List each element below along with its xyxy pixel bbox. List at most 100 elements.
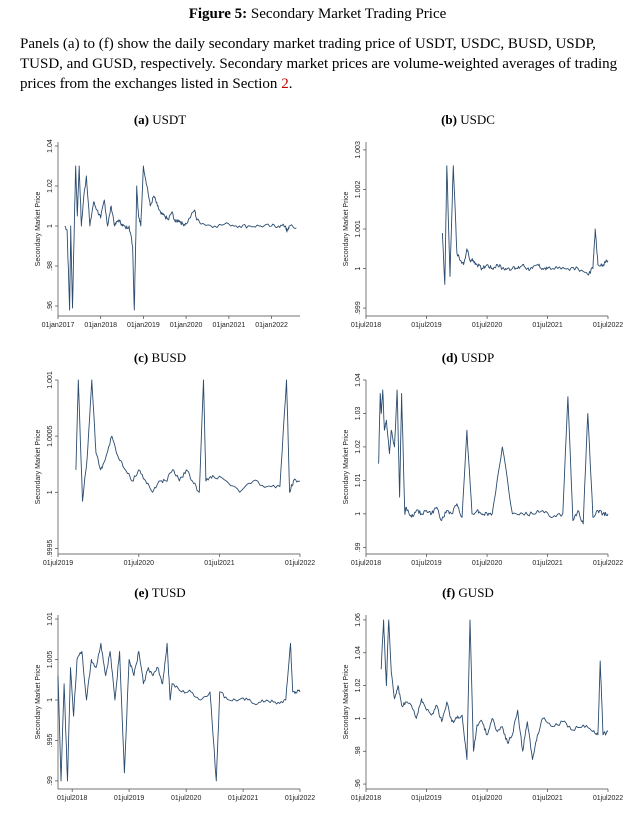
x-tick-label: 01jul2020 <box>171 795 201 802</box>
panel-label: (a) <box>133 112 149 127</box>
x-tick-label: 01jul2019 <box>411 795 441 802</box>
y-tick-label: 1 <box>355 512 362 516</box>
y-tick-label: 1.04 <box>355 373 362 387</box>
panel-label: (d) <box>441 350 458 365</box>
panel-busd: (c) BUSD .9995 1 1.0005 1.001 01jul2019 01jul… <box>10 350 315 582</box>
series-line <box>378 389 609 525</box>
chart-usdp: .99 1 1.01 1.02 1.03 1.04 01jul2018 01jul2019 01… <box>343 373 623 567</box>
x-tick-label: 01jul2019 <box>411 322 441 329</box>
x-tick-label: 01jul2019 <box>43 560 73 567</box>
y-tick-label: .96 <box>47 301 54 311</box>
y-tick-label: 1 <box>355 266 362 270</box>
y-tick-label: 1 <box>47 224 54 228</box>
y-axis-label: Secondary Market Price <box>343 665 350 740</box>
panel-name: USDT <box>152 112 187 127</box>
x-tick-label: 01jul2022 <box>285 795 315 802</box>
y-tick-label: .9995 <box>47 540 54 558</box>
y-tick-label: 1.0005 <box>47 425 54 447</box>
figure-caption: Panels (a) to (f) show the daily seconda… <box>20 34 620 94</box>
x-tick-label: 01jul2020 <box>472 560 502 567</box>
x-tick-label: 01jul2021 <box>532 560 562 567</box>
x-tick-label: 01jan2017 <box>42 322 75 329</box>
x-tick-label: 01jul2018 <box>351 795 381 802</box>
series-line <box>75 379 301 502</box>
chart-gusd: .96 .98 1 1.02 1.04 1.06 01jul2018 01jul2019 01j… <box>343 613 623 802</box>
series-line <box>441 165 609 285</box>
y-axis-label: Secondary Market Price <box>343 192 350 267</box>
y-axis-label: Secondary Market Price <box>35 665 42 740</box>
chart-usdc: .999 1 1.001 1.002 1.003 01jul2018 01jul2019 01… <box>343 141 623 329</box>
y-tick-label: 1.06 <box>355 613 362 627</box>
y-tick-label: 1.01 <box>47 612 54 626</box>
panel-usdc: (b) USDC .999 1 1.001 1.002 1.003 01jul2018 01… <box>318 112 623 344</box>
y-tick-label: .995 <box>47 734 54 748</box>
x-tick-label: 01jan2022 <box>255 322 288 329</box>
panel-label: (e) <box>134 585 149 600</box>
x-tick-label: 01jan2021 <box>213 322 246 329</box>
y-tick-label: .98 <box>355 746 362 756</box>
caption-end: . <box>288 76 293 92</box>
panel-title: (e) TUSD <box>10 585 310 601</box>
x-tick-label: 01jul2021 <box>204 560 234 567</box>
y-tick-label: .98 <box>47 261 54 271</box>
series-line <box>64 165 297 311</box>
chart-usdt: .96 .98 1 1.02 1.04 01jan2017 01jan2018 01jan20… <box>35 139 300 329</box>
y-tick-label: 1.003 <box>355 141 362 159</box>
panel-name: TUSD <box>151 585 186 600</box>
caption-text: Panels (a) to (f) show the daily seconda… <box>20 36 618 92</box>
panel-title: (f) GUSD <box>318 585 618 601</box>
panel-name: BUSD <box>151 350 187 365</box>
y-tick-label: 1.002 <box>355 181 362 199</box>
x-tick-label: 01jul2019 <box>411 560 441 567</box>
chart-tusd: .99 .995 1 1.005 1.01 01jul2018 01jul2019 01jul… <box>35 612 315 802</box>
x-tick-label: 01jul2020 <box>472 795 502 802</box>
y-tick-label: 1.005 <box>47 651 54 669</box>
figure-title-text: Secondary Market Trading Price <box>250 6 447 22</box>
chart-busd: .9995 1 1.0005 1.001 01jul2019 01jul2020 01jul… <box>35 371 315 567</box>
panel-name: USDP <box>460 350 495 365</box>
y-tick-label: 1.001 <box>47 371 54 389</box>
section-reference-link[interactable]: 2 <box>281 76 289 92</box>
y-tick-label: 1.02 <box>355 679 362 693</box>
x-tick-label: 01jul2020 <box>472 322 502 329</box>
x-tick-label: 01jul2021 <box>532 322 562 329</box>
x-tick-label: 01jul2022 <box>593 795 623 802</box>
panel-title: (d) USDP <box>318 350 618 366</box>
x-tick-label: 01jul2022 <box>285 560 315 567</box>
x-tick-label: 01jul2022 <box>593 560 623 567</box>
y-tick-label: .99 <box>355 542 362 552</box>
y-tick-label: 1.04 <box>47 139 54 153</box>
panel-title: (a) USDT <box>10 112 310 128</box>
panel-name: USDC <box>460 112 495 127</box>
y-tick-label: 1.03 <box>355 407 362 421</box>
x-tick-label: 01jul2021 <box>228 795 258 802</box>
figure-title: Figure 5: Secondary Market Trading Price <box>0 6 635 23</box>
y-tick-label: 1.02 <box>355 440 362 454</box>
x-tick-label: 01jul2021 <box>532 795 562 802</box>
series-line <box>57 642 301 782</box>
panel-gusd: (f) GUSD .96 .98 1 1.02 1.04 1.06 01jul2018 01j… <box>318 585 623 817</box>
y-tick-label: 1.001 <box>355 220 362 238</box>
y-tick-label: 1 <box>355 716 362 720</box>
x-tick-label: 01jul2019 <box>114 795 144 802</box>
x-tick-label: 01jul2018 <box>351 322 381 329</box>
x-tick-label: 01jan2019 <box>127 322 160 329</box>
x-tick-label: 01jan2018 <box>84 322 117 329</box>
panel-usdp: (d) USDP .99 1 1.01 1.02 1.03 1.04 01jul2018 01… <box>318 350 623 582</box>
panel-label: (b) <box>441 112 457 127</box>
y-axis-label: Secondary Market Price <box>35 192 42 267</box>
panel-label: (c) <box>133 350 149 365</box>
y-tick-label: 1.02 <box>47 179 54 193</box>
x-tick-label: 01jul2018 <box>351 560 381 567</box>
y-axis-label: Secondary Market Price <box>35 430 42 505</box>
panel-usdt: (a) USDT .96 .98 1 1.02 1.04 01jan2017 01jan20… <box>10 112 310 344</box>
y-tick-label: 1.04 <box>355 646 362 660</box>
figure-label: Figure 5: <box>188 6 248 22</box>
y-tick-label: .999 <box>355 301 362 315</box>
y-tick-label: .96 <box>355 779 362 789</box>
series-line <box>380 619 609 760</box>
panel-tusd: (e) TUSD .99 .995 1 1.005 1.01 01jul2018 01jul… <box>10 585 315 817</box>
x-tick-label: 01jul2020 <box>124 560 154 567</box>
panel-label: (f) <box>442 585 456 600</box>
x-tick-label: 01jul2022 <box>593 322 623 329</box>
